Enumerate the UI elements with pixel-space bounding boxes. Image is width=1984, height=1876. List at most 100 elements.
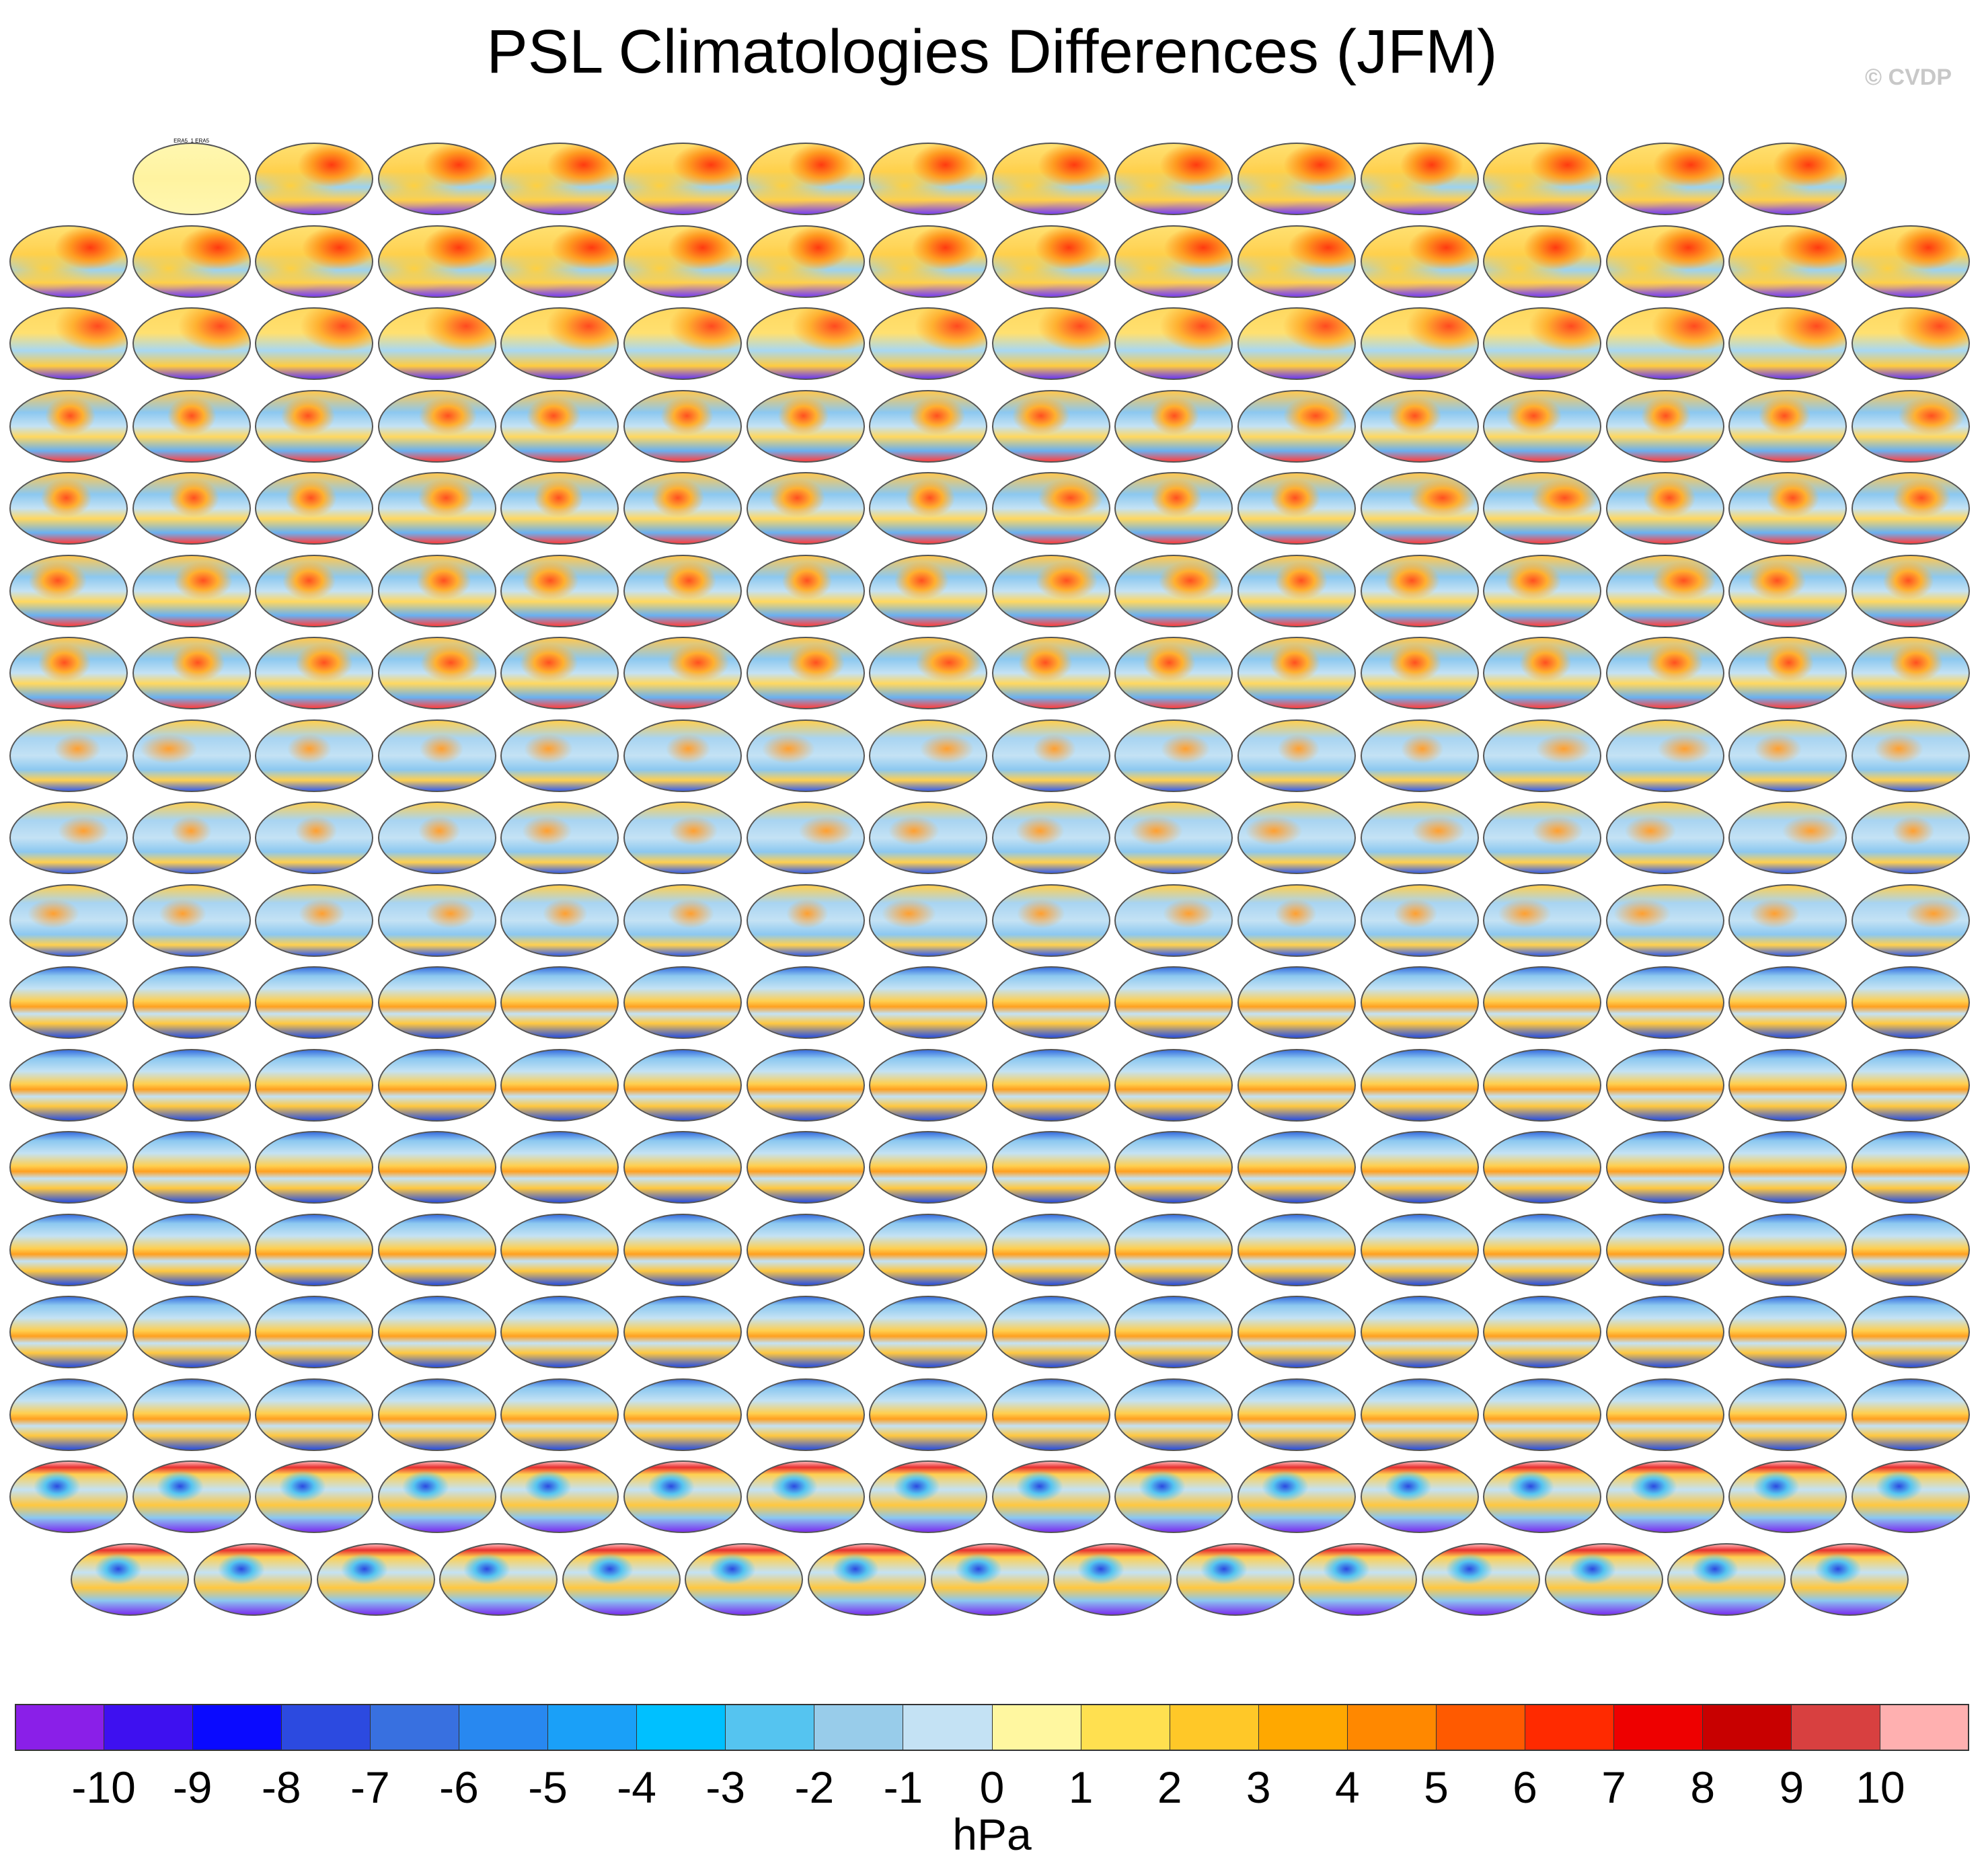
globe-map (1237, 1048, 1356, 1122)
globe-map (991, 143, 1110, 215)
colorbar-tick-label: 0 (979, 1762, 1005, 1812)
globe-map (1114, 1213, 1233, 1286)
map-panel (377, 389, 496, 463)
globe-map (377, 637, 496, 709)
globe-map (746, 1131, 865, 1204)
globe-map (9, 307, 128, 380)
globe-map (1237, 802, 1356, 874)
map-panel (623, 1213, 742, 1286)
map-panel (500, 1213, 619, 1286)
globe-map (1483, 802, 1602, 874)
map-panel (132, 637, 251, 709)
map-panel (1114, 1131, 1233, 1204)
globe-map (623, 802, 742, 874)
globe-map (623, 1131, 742, 1204)
globe-map (746, 389, 865, 463)
map-panel (746, 1131, 865, 1204)
map-panel (1237, 1131, 1356, 1204)
map-panel (255, 1378, 374, 1451)
globe-map (1852, 1048, 1970, 1122)
globe-map (1605, 225, 1724, 298)
map-panel (71, 1542, 190, 1616)
map-panel (746, 307, 865, 380)
globe-map (1483, 1048, 1602, 1122)
globe-map (1728, 1296, 1847, 1368)
map-panel (869, 637, 988, 709)
map-panel (1114, 719, 1233, 792)
colorbar-tick-label: 5 (1424, 1762, 1449, 1812)
globe-map (1483, 143, 1602, 215)
globe-map (1667, 1542, 1786, 1616)
globe-map (1114, 554, 1233, 627)
map-panel (9, 472, 128, 545)
globe-map (1483, 307, 1602, 380)
globe-map (377, 143, 496, 215)
globe-map (869, 884, 988, 957)
map-panel (746, 1296, 865, 1368)
globe-map (377, 1460, 496, 1533)
map-panel (1360, 719, 1479, 792)
map-panel (746, 1460, 865, 1533)
map-panel (500, 143, 619, 215)
globe-map (9, 389, 128, 463)
map-panel (746, 554, 865, 627)
map-panel (746, 225, 865, 298)
colorbar-swatch (459, 1704, 549, 1751)
map-panel (1852, 884, 1970, 957)
map-panel (869, 719, 988, 792)
map-panel (1605, 225, 1724, 298)
globe-map (1605, 1378, 1724, 1451)
map-panel (1360, 1213, 1479, 1286)
map-panel (132, 1048, 251, 1122)
globe-map (132, 1213, 251, 1286)
globe-map (1360, 884, 1479, 957)
map-panel (623, 389, 742, 463)
globe-map (1237, 554, 1356, 627)
globe-map (1360, 1131, 1479, 1204)
globe-map (869, 1048, 988, 1122)
colorbar-swatch (104, 1704, 194, 1751)
map-panel (623, 637, 742, 709)
globe-map (9, 225, 128, 298)
globe-map (1605, 1131, 1724, 1204)
globe-map (1483, 1378, 1602, 1451)
globe-map (623, 472, 742, 545)
globe-map (869, 1460, 988, 1533)
globe-map (1360, 1378, 1479, 1451)
map-panel (869, 554, 988, 627)
globe-map (991, 554, 1110, 627)
map-panel (377, 884, 496, 957)
globe-map (132, 802, 251, 874)
map-panel (623, 1296, 742, 1368)
map-panel (377, 637, 496, 709)
globe-map (1483, 1131, 1602, 1204)
colorbar-swatch (726, 1704, 815, 1751)
globe-map (869, 1378, 988, 1451)
globe-map (869, 307, 988, 380)
map-panel (1360, 389, 1479, 463)
globe-map (1728, 802, 1847, 874)
map-panel (132, 1460, 251, 1533)
map-panel (991, 966, 1110, 1039)
globe-map (1114, 802, 1233, 874)
map-panel (9, 225, 128, 298)
map-panel (1728, 225, 1847, 298)
map-panel (1852, 472, 1970, 545)
globe-map (500, 554, 619, 627)
globe-map (1237, 884, 1356, 957)
globe-map (377, 554, 496, 627)
globe-map (500, 966, 619, 1039)
map-panel (1114, 554, 1233, 627)
map-panel (623, 884, 742, 957)
globe-map (1114, 389, 1233, 463)
map-panel (1360, 1460, 1479, 1533)
map-panel (1483, 884, 1602, 957)
map-panel (1728, 1460, 1847, 1533)
map-panel (255, 884, 374, 957)
globe-map (869, 1213, 988, 1286)
globe-map (132, 389, 251, 463)
map-panel (1852, 1378, 1970, 1451)
map-panel (9, 802, 128, 874)
globe-map (746, 1460, 865, 1533)
map-panel (1360, 554, 1479, 627)
